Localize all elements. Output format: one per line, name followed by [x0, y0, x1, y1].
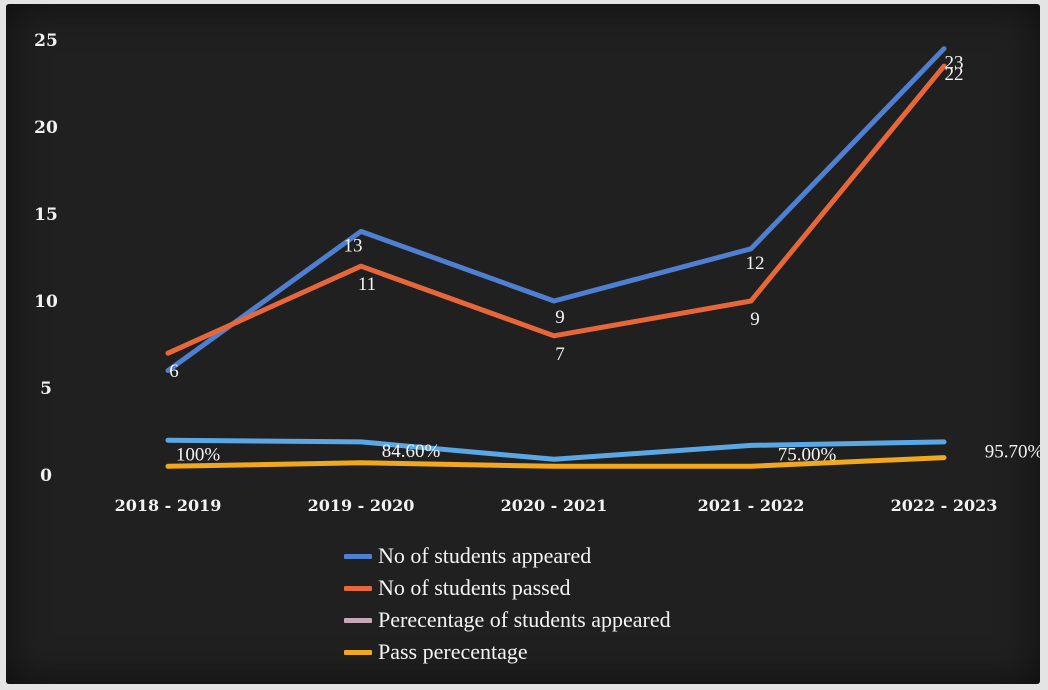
legend-swatch-appeared-percentage [344, 617, 372, 623]
legend-swatch-pass-percentage [344, 649, 372, 655]
data-label-pass-perecentage-3: 75.00% [778, 444, 837, 465]
legend-item-appeared-percentage: Perecentage of students appeared [344, 604, 671, 636]
series-line-no-of-students-appeared [165, 46, 947, 374]
legend-label-passed: No of students passed [378, 575, 571, 600]
data-label-no-of-students-appeared-4: 23 [945, 53, 964, 74]
chart-panel: 0 5 10 15 20 25 2018 - 2019 2019 - 2020 2020 - 2… [6, 4, 1040, 684]
data-label-no-of-students-appeared-3: 12 [746, 253, 765, 274]
legend-item-appeared: No of students appeared [344, 540, 671, 572]
data-label-no-of-students-passed-2: 7 [555, 344, 565, 365]
y-tick-label-5: 5 [40, 379, 52, 399]
legend-label-pass-percentage: Pass perecentage [378, 639, 528, 664]
legend-item-passed: No of students passed [344, 572, 671, 604]
x-tick-label-2021-2022: 2021 - 2022 [698, 496, 805, 515]
line-chart: 0 5 10 15 20 25 2018 - 2019 2019 - 2020 2020 - 2… [34, 31, 1040, 515]
data-label-no-of-students-passed-3: 9 [750, 309, 760, 330]
data-label-pass-perecentage-1: 84.60% [382, 441, 441, 462]
data-label-no-of-students-appeared-2: 9 [555, 307, 565, 328]
data-label-no-of-students-appeared-1: 13 [344, 235, 363, 256]
legend-label-appeared-percentage: Perecentage of students appeared [378, 607, 671, 632]
data-label-no-of-students-passed-0: 6 [169, 361, 179, 382]
y-tick-label-25: 25 [34, 31, 58, 51]
x-tick-label-2018-2019: 2018 - 2019 [115, 496, 222, 515]
data-label-no-of-students-passed-4: 22 [945, 64, 964, 85]
data-label-pass-perecentage-0: 100% [176, 444, 221, 465]
x-tick-label-2022-2023: 2022 - 2023 [891, 496, 998, 515]
legend-swatch-appeared [344, 553, 372, 559]
legend-item-pass-percentage: Pass perecentage [344, 636, 671, 668]
series-line-pass-perecentage [165, 455, 947, 469]
y-tick-label-0: 0 [40, 466, 52, 486]
x-tick-label-2019-2020: 2019 - 2020 [308, 496, 415, 515]
legend-label-appeared: No of students appeared [378, 543, 592, 568]
legend-swatch-passed [344, 585, 372, 591]
data-label-no-of-students-passed-1: 11 [358, 274, 376, 295]
data-label-pass-perecentage-4: 95.70% [985, 442, 1040, 463]
y-tick-label-20: 20 [34, 118, 58, 138]
series-line-perecentage-of-students-appeared [165, 437, 947, 462]
y-tick-label-15: 15 [34, 205, 58, 225]
series-line-no-of-students-passed [165, 63, 947, 356]
y-tick-label-10: 10 [34, 292, 58, 312]
chart-legend: No of students appeared No of students p… [344, 540, 671, 668]
x-tick-label-2020-2021: 2020 - 2021 [501, 496, 608, 515]
